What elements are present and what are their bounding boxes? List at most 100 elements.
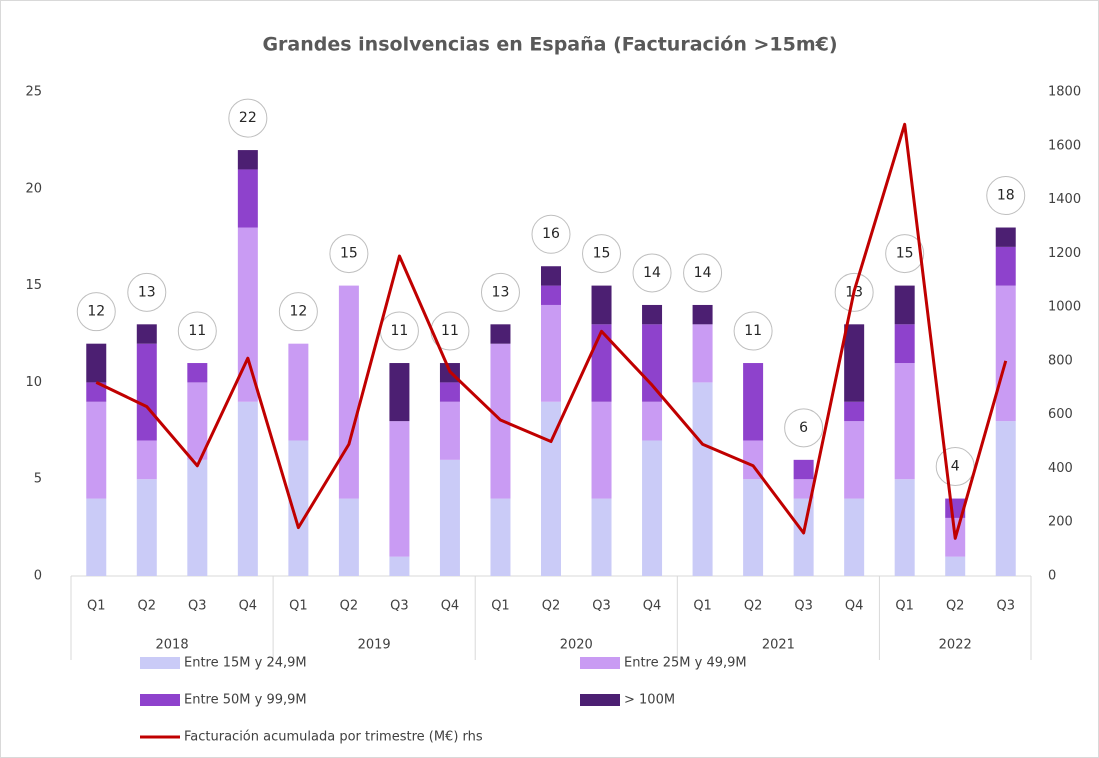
y-tick-label: 5 [34, 472, 42, 487]
bar-segment [439, 459, 460, 576]
bar-segment [591, 401, 612, 499]
total-bubble [582, 234, 622, 274]
y2-tick-label: 1800 [1048, 85, 1081, 100]
total-label: 4 [951, 459, 960, 475]
total-label: 14 [694, 265, 712, 281]
bar-segment [894, 363, 915, 480]
line-series [95, 122, 1008, 540]
bar-segment [187, 459, 208, 576]
bar-segment [793, 459, 814, 480]
total-label: 16 [542, 226, 560, 242]
x-tick-label: Q4 [239, 599, 258, 614]
bar-segment [945, 556, 966, 576]
bar-segment [237, 227, 258, 402]
bar-segment [844, 324, 865, 402]
total-bubble [683, 253, 723, 293]
x-tick-label: Q1 [895, 599, 914, 614]
bar-segment [389, 363, 410, 422]
bar-segment [237, 169, 258, 228]
x-tick-label: Q3 [188, 599, 207, 614]
y-tick-label: 10 [25, 375, 42, 390]
y2-tick-label: 1600 [1048, 138, 1081, 153]
x-tick-label: Q1 [491, 599, 510, 614]
total-bubble [177, 311, 217, 351]
bar-segment [338, 498, 359, 576]
legend-swatch [580, 694, 620, 706]
total-label: 15 [593, 246, 611, 262]
bar-segment [136, 479, 157, 576]
total-bubble [228, 98, 268, 138]
bar-segment [995, 285, 1016, 422]
total-label: 15 [340, 246, 358, 262]
bar-segment [541, 304, 561, 402]
x-tick-label: Q2 [340, 599, 359, 614]
bar-segment [490, 324, 511, 344]
bar-segment [389, 421, 410, 557]
bar-segment [692, 382, 713, 576]
bar-segment [541, 401, 561, 576]
bar-segment [642, 304, 663, 325]
total-label: 11 [188, 323, 206, 339]
legend-label: Entre 15M y 24,9M [184, 656, 307, 671]
x-tick-label: Q4 [845, 599, 864, 614]
y2-tick-label: 0 [1048, 569, 1056, 584]
legend-label: Entre 50M y 99,9M [184, 693, 307, 708]
legend-swatch [580, 657, 620, 669]
bar-segment [692, 324, 713, 383]
x-tick-label: Q4 [441, 599, 460, 614]
bar-segment [237, 150, 258, 170]
total-bubble [329, 234, 369, 274]
legend-swatch [140, 694, 180, 706]
bar-segment [338, 285, 359, 499]
bar-segment [642, 440, 663, 576]
bar-segment [541, 285, 561, 305]
total-label: 18 [997, 188, 1015, 204]
y2-tick-label: 600 [1048, 407, 1073, 422]
y-tick-label: 15 [25, 278, 42, 293]
total-bubble [733, 311, 773, 351]
legend-label: > 100M [624, 693, 675, 708]
bar-segment [642, 324, 663, 402]
bar-segment [490, 498, 511, 576]
bar-segment [995, 246, 1016, 286]
bar-segment [642, 401, 663, 441]
x-tick-label: Q1 [289, 599, 308, 614]
bar-segment [389, 556, 410, 576]
y2-tick-label: 1400 [1048, 192, 1081, 207]
bar-segment [692, 304, 713, 325]
total-bubble [531, 214, 571, 254]
total-bubble [632, 253, 672, 293]
bar-segment [86, 343, 107, 383]
bar-segment [743, 363, 764, 441]
bar-segment [844, 498, 865, 576]
bar-segment [86, 401, 107, 499]
legend-label: Facturación acumulada por trimestre (M€)… [184, 730, 483, 745]
y-tick-label: 0 [34, 569, 42, 584]
total-bubble [885, 234, 925, 274]
legend-swatch [140, 657, 180, 669]
total-bubble [127, 272, 167, 312]
total-label: 6 [799, 420, 808, 436]
bar-segment [136, 324, 157, 344]
bar-segment [743, 440, 764, 480]
total-label: 12 [289, 304, 307, 320]
bar-segment [591, 324, 612, 402]
total-label: 11 [744, 323, 762, 339]
total-label: 12 [87, 304, 105, 320]
bar-segment [844, 421, 865, 499]
total-bubble [986, 176, 1026, 216]
x-tick-label: Q2 [542, 599, 561, 614]
bar-segment [136, 343, 157, 441]
bar-segment [793, 479, 814, 499]
bar-segment [591, 285, 612, 325]
bar-segment [237, 401, 258, 576]
bar-segment [844, 401, 865, 422]
y2-tick-label: 1200 [1048, 246, 1081, 261]
y2-tick-label: 400 [1048, 461, 1073, 476]
bar-segment [894, 479, 915, 576]
bar-segment [995, 421, 1016, 576]
bar-segment [439, 382, 460, 402]
bar-segment [995, 227, 1016, 247]
x-tick-label: Q2 [946, 599, 965, 614]
